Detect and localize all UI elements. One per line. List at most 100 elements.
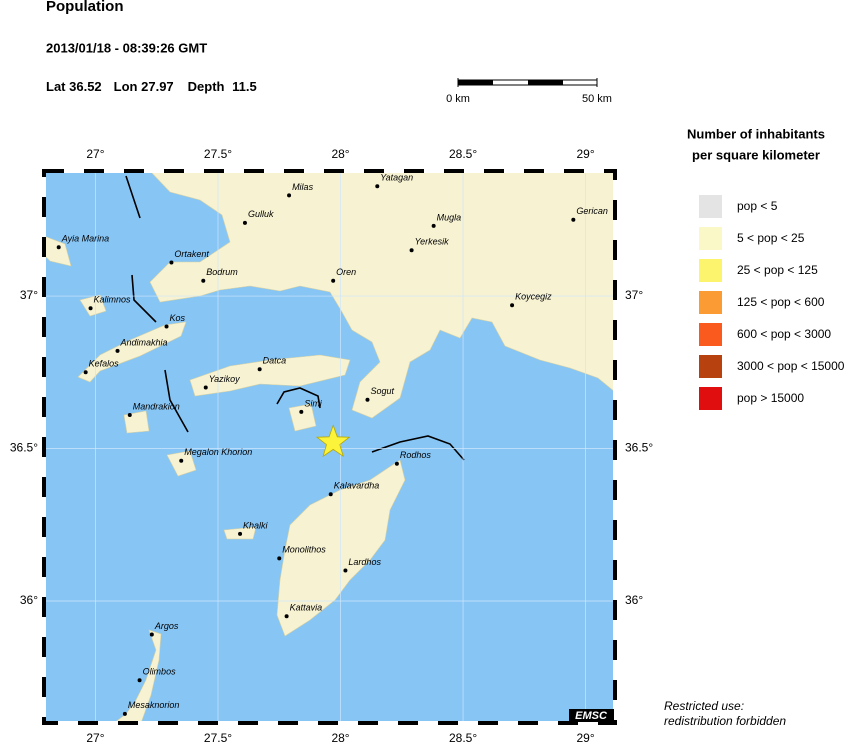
place-dot — [122, 711, 127, 716]
place-dot — [115, 348, 120, 353]
scale-bar — [457, 78, 598, 87]
place-dot — [242, 220, 247, 225]
place-dot — [149, 632, 154, 637]
place-label: Megalon Khorion — [184, 447, 252, 457]
legend-swatch — [699, 227, 722, 250]
legend-swatch — [699, 259, 722, 282]
badge: EMSC — [575, 710, 608, 722]
place-dot — [331, 278, 336, 283]
x-tick-label: 27.5° — [204, 147, 232, 161]
scale-end: 50 km — [582, 93, 612, 105]
place-label: Milas — [292, 182, 314, 192]
x-tick-label: 28° — [331, 147, 349, 161]
place-dot — [179, 458, 184, 463]
fault-lines — [125, 175, 465, 461]
legend-title: per square kilometer — [692, 147, 820, 162]
place-dot — [431, 223, 436, 228]
place-label: Koycegiz — [515, 292, 552, 302]
event-info: Lat 36.52 Lon 27.97 Depth 11.5 — [46, 79, 257, 94]
lon-value: 27.97 — [141, 79, 174, 94]
place-label: Mesaknorion — [128, 700, 180, 710]
place-dot — [299, 409, 304, 414]
place-label: Andimakhia — [120, 337, 168, 347]
place-dot — [203, 385, 208, 390]
legend-title: Number of inhabitants — [687, 126, 825, 141]
badge-bg — [569, 709, 614, 722]
place-label: Argos — [154, 621, 179, 631]
lat-label: Lat — [46, 79, 66, 94]
place-label: Yatagan — [380, 173, 413, 183]
y-tick-label: 36.5° — [625, 441, 653, 455]
legend-label: 5 < pop < 25 — [737, 231, 805, 245]
map: Milas Yatagan Gulluk Mugla Yerkesik Gerican Ay… — [43, 170, 616, 724]
place-label: Olimbos — [143, 667, 177, 677]
place-label: Gerican — [576, 206, 608, 216]
notice: redistribution forbidden — [664, 714, 786, 728]
place-dot — [343, 568, 348, 573]
place-label: Kalavardha — [334, 481, 380, 491]
legend-swatch — [699, 387, 722, 410]
place-dot — [127, 412, 132, 417]
place-label: Kos — [170, 313, 186, 323]
x-tick-label: 29° — [577, 731, 595, 745]
notice: Restricted use: — [664, 699, 744, 713]
legend-swatch — [699, 355, 722, 378]
place-dot — [409, 248, 414, 253]
place-label: Datca — [263, 356, 287, 366]
legend-label: 600 < pop < 3000 — [737, 327, 831, 341]
place-label: Ayia Marina — [61, 234, 109, 244]
y-tick-label: 37° — [625, 288, 643, 302]
place-label: Sogut — [370, 386, 394, 396]
place-label: Kattavia — [290, 603, 323, 613]
legend-label: pop > 15000 — [737, 391, 804, 405]
place-label: Bodrum — [206, 267, 238, 277]
place-label: Yerkesik — [415, 237, 450, 247]
place-label: Monolithos — [282, 545, 326, 555]
x-tick-label: 27° — [86, 147, 104, 161]
place-label: Kefalos — [89, 359, 120, 369]
place-label: Kalimnos — [94, 295, 132, 305]
x-tick-label: 28.5° — [449, 731, 477, 745]
place-dot — [88, 306, 93, 311]
place-label: Mugla — [437, 212, 462, 222]
place-label: Gulluk — [248, 209, 274, 219]
place-label: Rodhos — [400, 450, 432, 460]
place-dot — [284, 614, 289, 619]
x-tick-label: 27° — [86, 731, 104, 745]
place-dot — [83, 370, 88, 375]
place-dot — [287, 193, 292, 198]
place-label: Simi — [304, 398, 322, 408]
place-dot — [375, 184, 380, 189]
place-dot — [238, 531, 243, 536]
place-dot — [277, 556, 282, 561]
place-dot — [328, 492, 333, 497]
depth-label: Depth — [188, 79, 225, 94]
place-label: Lardhos — [348, 557, 381, 567]
scale-start: 0 km — [446, 93, 470, 105]
depth-value: 11.5 — [232, 79, 257, 94]
y-tick-label: 37° — [20, 288, 38, 302]
map-frame — [42, 169, 617, 725]
legend-swatch — [699, 291, 722, 314]
place-label: Khalki — [243, 520, 269, 530]
place-dot — [257, 367, 262, 372]
place-label: Ortakent — [174, 249, 209, 259]
place-dot — [56, 245, 61, 250]
title: Population — [46, 0, 124, 15]
x-tick-label: 28° — [331, 731, 349, 745]
legend-label: pop < 5 — [737, 199, 778, 213]
place-label: Mandrakion — [133, 401, 180, 411]
y-tick-label: 36° — [20, 593, 38, 607]
place-dot — [164, 324, 169, 329]
place-dot — [571, 217, 576, 222]
place-dot — [137, 678, 142, 683]
place-label: Yazikoy — [209, 374, 240, 384]
lon-label: Lon — [114, 79, 138, 94]
x-tick-label: 28.5° — [449, 147, 477, 161]
datetime: 2013/01/18 - 08:39:26 GMT — [46, 40, 207, 55]
place-dot — [169, 260, 174, 265]
place-dot — [201, 278, 206, 283]
legend-swatch — [699, 195, 722, 218]
y-tick-label: 36° — [625, 593, 643, 607]
